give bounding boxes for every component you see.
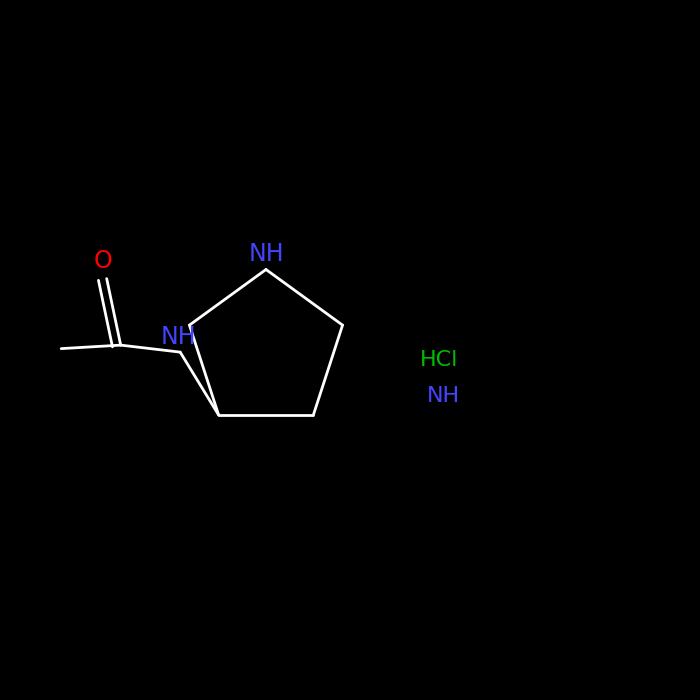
Text: NH: NH xyxy=(248,242,284,266)
Text: NH: NH xyxy=(427,386,460,405)
Text: HCl: HCl xyxy=(420,351,459,370)
Text: NH: NH xyxy=(160,325,196,349)
Text: O: O xyxy=(94,249,113,273)
